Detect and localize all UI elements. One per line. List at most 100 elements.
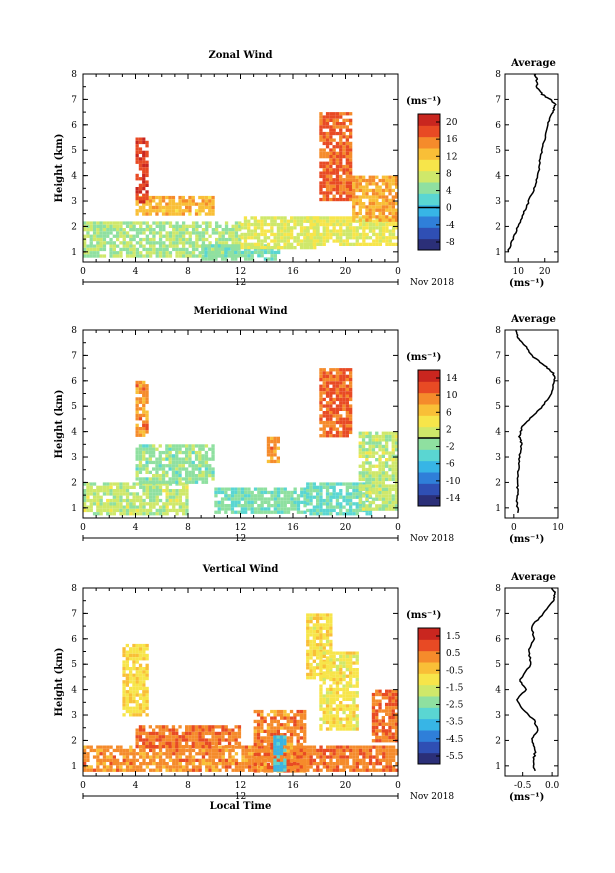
heatmap-cell — [388, 239, 392, 243]
heatmap-cell — [244, 765, 248, 769]
heatmap-cell — [165, 745, 169, 749]
heatmap-cell — [319, 489, 323, 493]
heatmap-cell — [277, 497, 281, 501]
heatmap-cell — [263, 719, 267, 724]
heatmap-cell — [345, 112, 349, 116]
heatmap-cell — [299, 713, 304, 717]
heatmap-cell — [201, 234, 206, 238]
heatmap-cell — [241, 748, 245, 753]
heatmap-cell — [300, 494, 304, 498]
heatmap-cell — [135, 709, 139, 714]
heatmap-cell — [299, 709, 304, 714]
heatmap-cell — [329, 184, 333, 188]
heatmap-cell — [135, 157, 139, 161]
heatmap-cell — [349, 671, 353, 675]
heatmap-cell — [309, 676, 313, 680]
heatmap-cell — [276, 440, 280, 444]
heatmap-cell — [355, 242, 359, 246]
heatmap-cell — [198, 467, 202, 471]
heatmap-cell — [267, 497, 271, 501]
heatmap-cell — [256, 726, 261, 730]
heatmap-cell — [352, 727, 356, 731]
heatmap-cell — [89, 482, 93, 486]
heatmap-cell — [138, 196, 143, 201]
heatmap-cell — [175, 752, 179, 756]
heatmap-cell — [106, 492, 110, 496]
heatmap-cell — [260, 250, 264, 255]
heatmap-cell — [155, 768, 159, 772]
heatmap-cell — [257, 490, 261, 495]
heatmap-cell — [391, 716, 395, 720]
heatmap-cell — [191, 444, 195, 448]
heatmap-cell — [299, 719, 304, 724]
heatmap-cell — [132, 492, 136, 496]
heatmap-cell — [339, 717, 343, 721]
heatmap-cell — [359, 748, 363, 753]
heatmap-cell — [175, 251, 179, 255]
heatmap-cell — [279, 748, 284, 752]
heatmap-cell — [306, 755, 310, 759]
heatmap-cell — [188, 237, 192, 242]
heatmap-cell — [361, 474, 366, 478]
heatmap-cell — [362, 236, 366, 240]
heatmap-cell — [339, 420, 343, 425]
heatmap-cell — [355, 724, 359, 728]
heatmap-cell — [342, 768, 346, 772]
heatmap-cell — [293, 490, 297, 495]
heatmap-cell — [214, 244, 218, 248]
heatmap-cell — [178, 738, 182, 742]
heatmap-cell — [381, 444, 385, 449]
heatmap-cell — [138, 205, 143, 210]
heatmap-cell — [365, 195, 369, 199]
heatmap-cell — [182, 224, 186, 228]
heatmap-cell — [214, 500, 218, 504]
heatmap-cell — [322, 424, 326, 428]
heatmap-cell — [345, 128, 349, 132]
heatmap-cell — [182, 502, 186, 506]
heatmap-cell — [378, 735, 382, 740]
heatmap-cell — [293, 769, 297, 773]
heatmap-cell — [319, 687, 323, 692]
heatmap-cell — [319, 387, 323, 392]
heatmap-cell — [316, 498, 320, 503]
heatmap-cell — [132, 762, 136, 766]
heatmap-cell — [332, 661, 336, 665]
heatmap-cell — [155, 735, 159, 739]
heatmap-cell — [388, 182, 392, 186]
heatmap-cell — [388, 477, 392, 482]
heatmap-cell — [129, 748, 133, 753]
heatmap-cell — [139, 768, 143, 772]
heatmap-cell — [352, 704, 356, 708]
heatmap-cell — [339, 654, 343, 659]
heatmap-cell — [119, 231, 123, 235]
heatmap-cell — [299, 239, 304, 243]
heatmap-cell — [371, 438, 376, 442]
heatmap-cell — [339, 216, 343, 220]
heatmap-cell — [322, 216, 326, 220]
heatmap-cell — [224, 487, 228, 491]
heatmap-cell — [394, 702, 399, 707]
heatmap-cell — [296, 762, 300, 766]
heatmap-cell — [332, 724, 336, 728]
heatmap-cell — [208, 741, 212, 745]
heatmap-cell — [142, 731, 146, 736]
heatmap-cell — [266, 443, 271, 447]
heatmap-cell — [325, 112, 330, 116]
heatmap-cell — [349, 697, 353, 701]
heatmap-cell — [129, 653, 133, 658]
heatmap-cell — [211, 254, 215, 258]
heatmap-cell — [280, 504, 284, 508]
heatmap-cell — [332, 168, 336, 172]
heatmap-cell — [375, 709, 379, 713]
heatmap-cell — [303, 232, 307, 237]
heatmap-cell — [378, 692, 382, 697]
heatmap-cell — [349, 184, 353, 188]
heatmap-cell — [362, 762, 366, 766]
heatmap-cell — [368, 471, 372, 475]
heatmap-cell — [342, 505, 346, 509]
heatmap-cell — [335, 229, 340, 233]
heatmap-cell — [329, 407, 333, 411]
heatmap-cell — [375, 236, 379, 240]
heatmap-cell — [175, 489, 179, 493]
heatmap-cell — [125, 762, 130, 766]
